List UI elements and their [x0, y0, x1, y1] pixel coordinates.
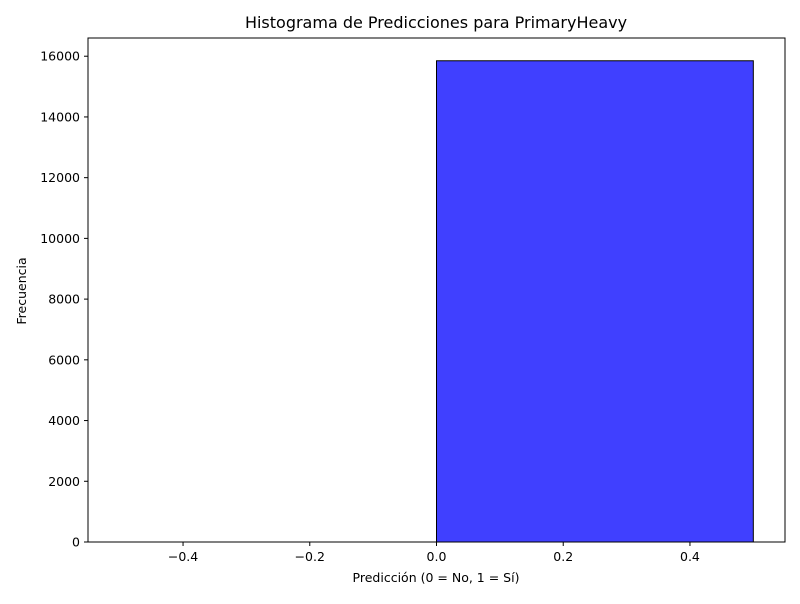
x-tick-label: −0.2 [295, 549, 325, 564]
y-tick-label: 0 [72, 535, 80, 550]
chart-title: Histograma de Predicciones para PrimaryH… [245, 13, 627, 32]
y-tick-label: 10000 [40, 231, 80, 246]
y-tick-label: 12000 [40, 170, 80, 185]
x-tick-label: 0.2 [553, 549, 573, 564]
histogram-bar-1 [436, 60, 754, 543]
bars-layer [436, 60, 754, 543]
x-tick-label: −0.4 [168, 549, 198, 564]
x-axis-label: Predicción (0 = No, 1 = Sí) [353, 570, 520, 585]
x-tick-label: 0.0 [427, 549, 447, 564]
y-axis-ticks: 0 2000 4000 6000 8000 10000 12000 14000 16000 [40, 49, 88, 550]
y-tick-label: 14000 [40, 109, 80, 124]
y-tick-label: 2000 [48, 474, 80, 489]
y-tick-label: 16000 [40, 49, 80, 64]
y-tick-label: 4000 [48, 413, 80, 428]
x-axis-ticks: −0.4 −0.2 0.0 0.2 0.4 [168, 542, 700, 564]
y-tick-label: 6000 [48, 352, 80, 367]
y-tick-label: 8000 [48, 292, 80, 307]
plot-area-frame [87, 37, 786, 543]
y-axis-label: Frecuencia [14, 257, 29, 324]
x-tick-label: 0.4 [680, 549, 700, 564]
